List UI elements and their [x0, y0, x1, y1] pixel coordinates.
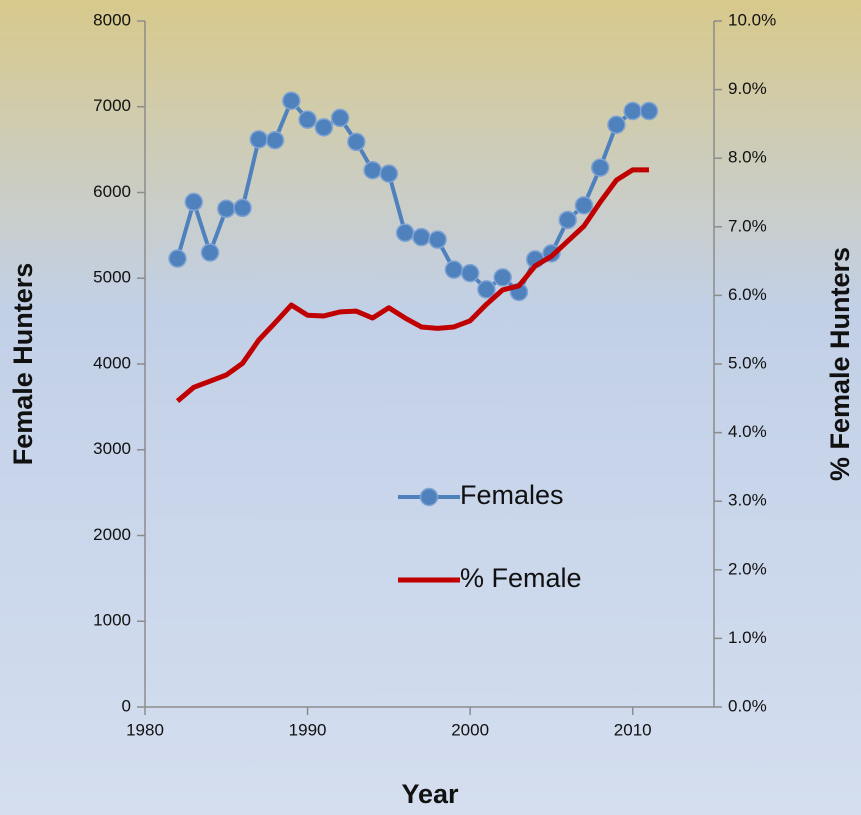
data-point [428, 230, 447, 249]
y2-tick-label: 5.0% [728, 353, 767, 372]
y2-tick-label: 4.0% [728, 422, 767, 441]
legend-label: Females [460, 480, 564, 510]
data-point [217, 199, 236, 219]
data-point [347, 132, 366, 152]
x-tick-label: 1980 [126, 720, 164, 739]
x-tick-label: 2010 [614, 720, 652, 739]
data-point [639, 101, 659, 121]
y-axis-title: Female Hunters [8, 263, 38, 466]
data-point [168, 249, 187, 268]
data-point [558, 210, 577, 230]
data-point [412, 227, 431, 247]
y2-tick-label: 0.0% [728, 696, 767, 715]
y2-tick-label: 3.0% [728, 491, 767, 510]
data-point [249, 130, 269, 149]
y2-tick-label: 6.0% [728, 285, 767, 304]
data-point [444, 260, 464, 279]
y2-tick-label: 1.0% [728, 628, 767, 647]
y2-tick-label: 8.0% [728, 148, 767, 167]
data-point [590, 158, 610, 177]
data-point [330, 108, 350, 128]
data-point [184, 192, 204, 212]
data-point [363, 160, 382, 180]
y2-tick-label: 10.0% [728, 10, 776, 29]
y2-tick-label: 2.0% [728, 559, 767, 578]
series-line [175, 167, 649, 403]
x-tick-label: 1990 [289, 720, 327, 739]
x-tick-label: 2000 [451, 720, 489, 739]
data-point [314, 118, 334, 137]
data-point [477, 280, 496, 299]
y2-tick-label: 9.0% [728, 79, 767, 98]
x-axis-title: Year [401, 779, 459, 809]
data-point [379, 164, 399, 183]
data-point [233, 198, 252, 218]
legend-marker [419, 487, 439, 507]
y-tick-label: 3000 [93, 439, 131, 458]
y-tick-label: 2000 [93, 525, 131, 544]
y-tick-label: 5000 [93, 268, 131, 287]
data-point [395, 223, 415, 243]
legend-label: % Female [460, 563, 582, 593]
data-point [265, 130, 285, 150]
y-tick-label: 1000 [93, 611, 131, 630]
y2-tick-label: 7.0% [728, 216, 767, 235]
y-tick-label: 8000 [93, 10, 131, 29]
data-point [574, 196, 594, 215]
y2-axis-title: % Female Hunters [825, 247, 855, 481]
y-tick-label: 6000 [93, 182, 131, 201]
y-tick-label: 0 [122, 696, 131, 715]
y-tick-label: 4000 [93, 353, 131, 372]
data-point [607, 115, 626, 135]
data-point [298, 110, 317, 129]
data-point [623, 101, 642, 121]
data-point [493, 268, 512, 287]
data-point [460, 263, 480, 283]
data-point [282, 91, 301, 110]
data-point [200, 243, 220, 262]
y-tick-label: 7000 [93, 96, 131, 115]
